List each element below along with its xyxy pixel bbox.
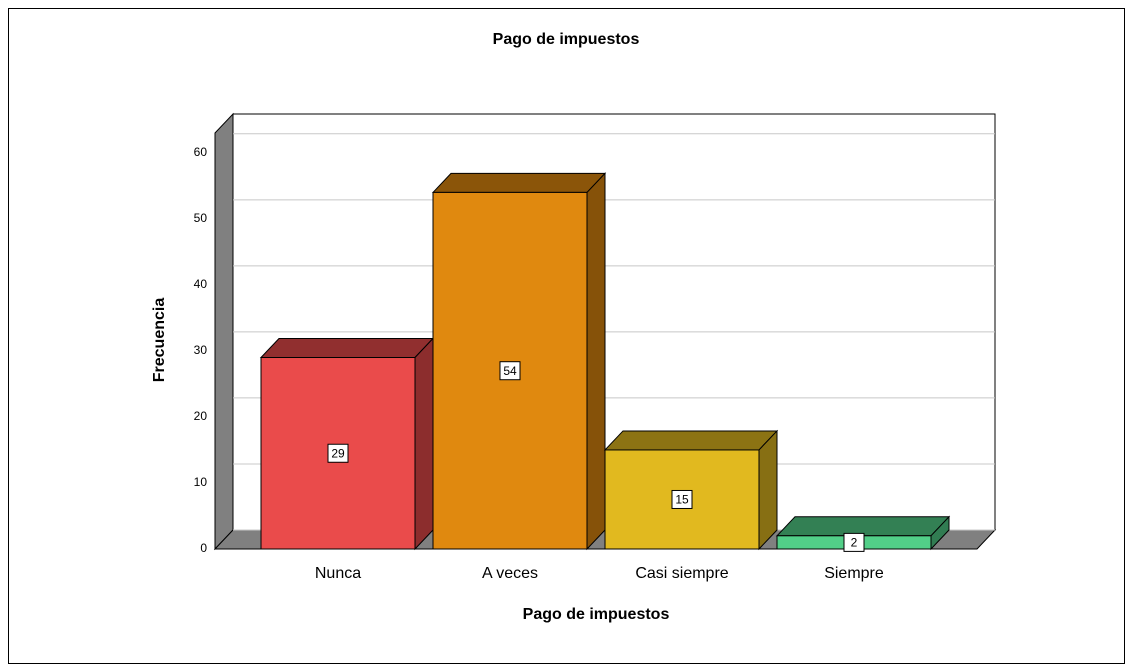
value-label-box [327, 443, 349, 463]
bar-side [586, 172, 606, 551]
x-axis-label: Pago de impuestos [523, 606, 670, 623]
value-label: 54 [503, 364, 517, 378]
y-tick-label: 60 [194, 145, 208, 159]
y-tick-label: 10 [194, 475, 208, 489]
y-tick-label: 50 [194, 211, 208, 225]
chart-title: Pago de impuestos [493, 31, 640, 48]
bar-side [758, 429, 778, 551]
value-label-box [671, 489, 693, 509]
value-label: 15 [675, 493, 689, 507]
bar-top [259, 338, 435, 359]
bar-top [603, 430, 779, 451]
y-tick-label: 40 [194, 277, 208, 291]
y-axis-label: Frecuencia [151, 298, 168, 383]
bar-side [414, 337, 434, 551]
bar-top [431, 172, 607, 193]
x-tick-label: Nunca [315, 565, 361, 582]
value-label: 2 [851, 536, 858, 550]
y-tick-label: 20 [194, 409, 208, 423]
x-tick-label: Siempre [824, 565, 884, 582]
value-label-box [499, 361, 521, 381]
x-tick-label: A veces [482, 565, 538, 582]
left-wall [214, 112, 234, 551]
x-tick-label: Casi siempre [635, 565, 728, 582]
value-label-box [843, 532, 865, 552]
value-label: 29 [331, 446, 345, 460]
y-tick-label: 0 [200, 541, 207, 555]
y-tick-label: 30 [194, 343, 208, 357]
